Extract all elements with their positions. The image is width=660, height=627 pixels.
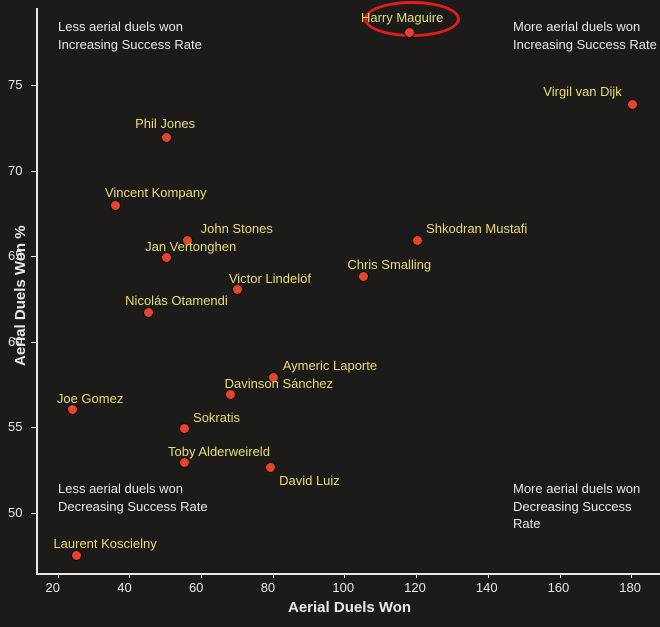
quadrant-label-2: Less aerial duels wonDecreasing Success … — [58, 480, 208, 515]
x-tick-label: 120 — [404, 580, 426, 595]
player-label: Victor Lindelöf — [229, 271, 311, 286]
player-label: Davinson Sánchez — [225, 376, 333, 391]
x-tick-label: 80 — [261, 580, 275, 595]
x-tick — [273, 573, 274, 578]
aerial-duels-scatter: 20406080100120140160180505560657075Aeria… — [0, 0, 660, 627]
quadrant-label-3: More aerial duels wonDecreasing Success … — [513, 480, 660, 533]
player-label: Harry Maguire — [361, 10, 443, 25]
player-label: David Luiz — [279, 473, 340, 488]
data-point — [412, 235, 423, 246]
y-tick — [31, 342, 36, 343]
x-tick-label: 100 — [332, 580, 354, 595]
player-label: Aymeric Laporte — [283, 358, 377, 373]
x-tick — [560, 573, 561, 578]
x-axis-label: Aerial Duels Won — [288, 599, 411, 616]
data-point — [143, 307, 154, 318]
x-tick-label: 140 — [476, 580, 498, 595]
y-tick — [31, 513, 36, 514]
player-label: Shkodran Mustafi — [426, 221, 527, 236]
quadrant-label-1: More aerial duels wonIncreasing Success … — [513, 18, 657, 53]
x-tick — [416, 573, 417, 578]
quadrant-label-0: Less aerial duels wonIncreasing Success … — [58, 18, 202, 53]
data-point — [71, 550, 82, 561]
y-tick — [31, 171, 36, 172]
data-point — [161, 132, 172, 143]
player-label: Chris Smalling — [347, 257, 431, 272]
x-tick — [344, 573, 345, 578]
y-tick-label: 55 — [8, 419, 22, 434]
player-label: Sokratis — [193, 410, 240, 425]
x-tick-label: 40 — [117, 580, 131, 595]
data-point — [265, 462, 276, 473]
player-label: John Stones — [201, 221, 273, 236]
y-tick-label: 75 — [8, 77, 22, 92]
x-tick — [631, 573, 632, 578]
player-label: Jan Vertonghen — [145, 239, 236, 254]
y-tick — [31, 256, 36, 257]
data-point — [179, 423, 190, 434]
x-tick — [58, 573, 59, 578]
y-tick — [31, 85, 36, 86]
y-tick-label: 50 — [8, 505, 22, 520]
data-point — [358, 271, 369, 282]
x-tick — [129, 573, 130, 578]
y-axis-label: Aerial Duels Won % — [12, 225, 29, 366]
player-label: Joe Gomez — [57, 391, 123, 406]
x-tick-label: 20 — [46, 580, 60, 595]
player-label: Toby Alderweireld — [168, 444, 270, 459]
x-tick-label: 160 — [548, 580, 570, 595]
x-tick-label: 60 — [189, 580, 203, 595]
player-label: Phil Jones — [135, 116, 195, 131]
x-tick — [201, 573, 202, 578]
player-label: Nicolás Otamendi — [125, 293, 228, 308]
x-tick-label: 180 — [619, 580, 641, 595]
player-label: Vincent Kompany — [105, 185, 207, 200]
y-tick — [31, 427, 36, 428]
player-label: Laurent Koscielny — [53, 536, 156, 551]
data-point — [179, 457, 190, 468]
player-label: Virgil van Dijk — [543, 84, 622, 99]
x-tick — [488, 573, 489, 578]
y-tick-label: 70 — [8, 163, 22, 178]
